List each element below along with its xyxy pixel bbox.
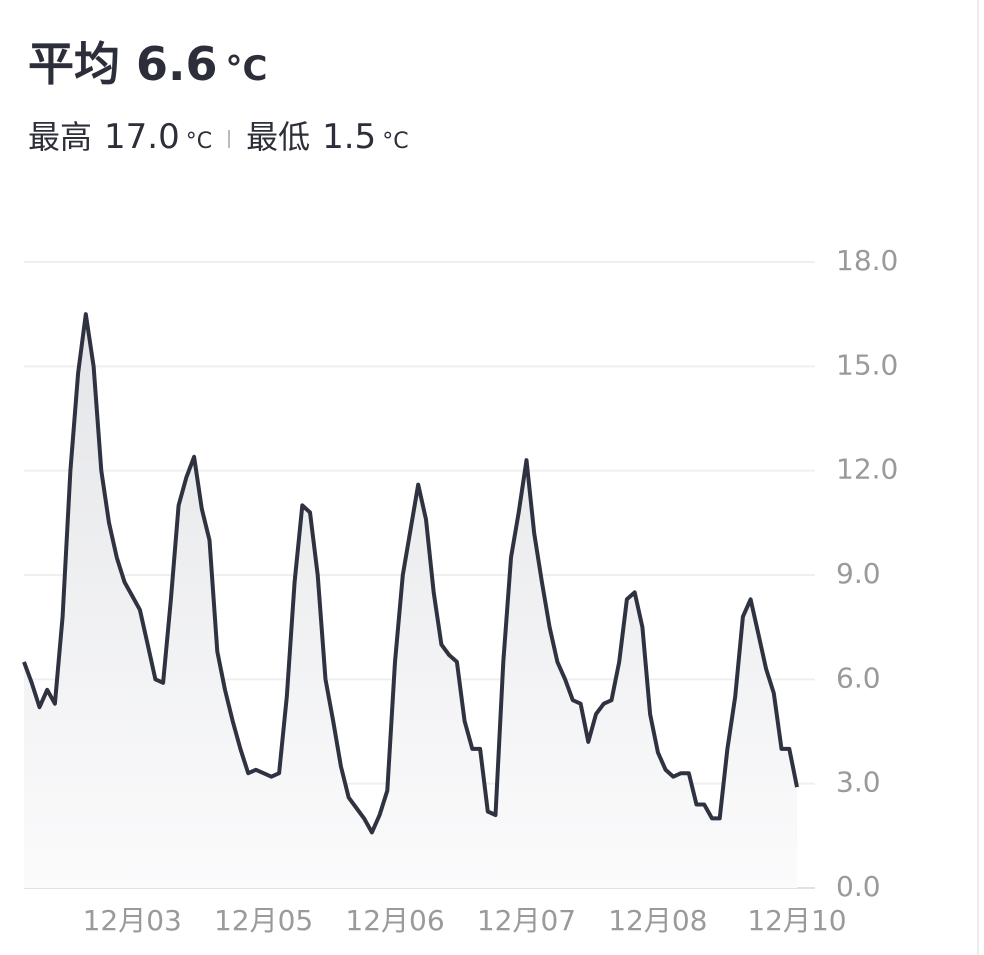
unit: °C [382,129,409,154]
max-label: 最高 [28,118,93,156]
min-label: 最低 [246,118,311,156]
average-row: 平均 6.6 °C [28,28,267,94]
unit: °C [185,129,213,154]
x-tick-label: 12月07 [477,904,576,937]
line [22,312,799,835]
max-value: 17.0 [104,117,180,157]
y-tick-label: 0.0 [836,870,881,903]
range-row: 最高 17.0 °C 最低 1.5 °C [28,112,409,158]
divider [228,130,231,148]
unit: °C [225,49,268,89]
y-tick-label: 12.0 [836,453,898,486]
area [24,314,797,888]
x-tick-label: 12月05 [214,904,313,937]
avg-label: 平均 [28,37,120,91]
avg-value: 6.6 [136,37,218,91]
x-tick-label: 12月08 [608,904,707,937]
x-tick-label: 12月10 [747,904,846,937]
x-tick-label: 12月03 [83,904,182,937]
y-tick-label: 9.0 [836,557,881,590]
y-tick-label: 3.0 [836,766,881,799]
y-tick-label: 18.0 [836,244,898,277]
min-value: 1.5 [322,117,377,157]
y-tick-label: 6.0 [836,661,881,694]
y-tick-label: 15.0 [836,348,898,381]
x-tick-label: 12月06 [345,904,444,937]
